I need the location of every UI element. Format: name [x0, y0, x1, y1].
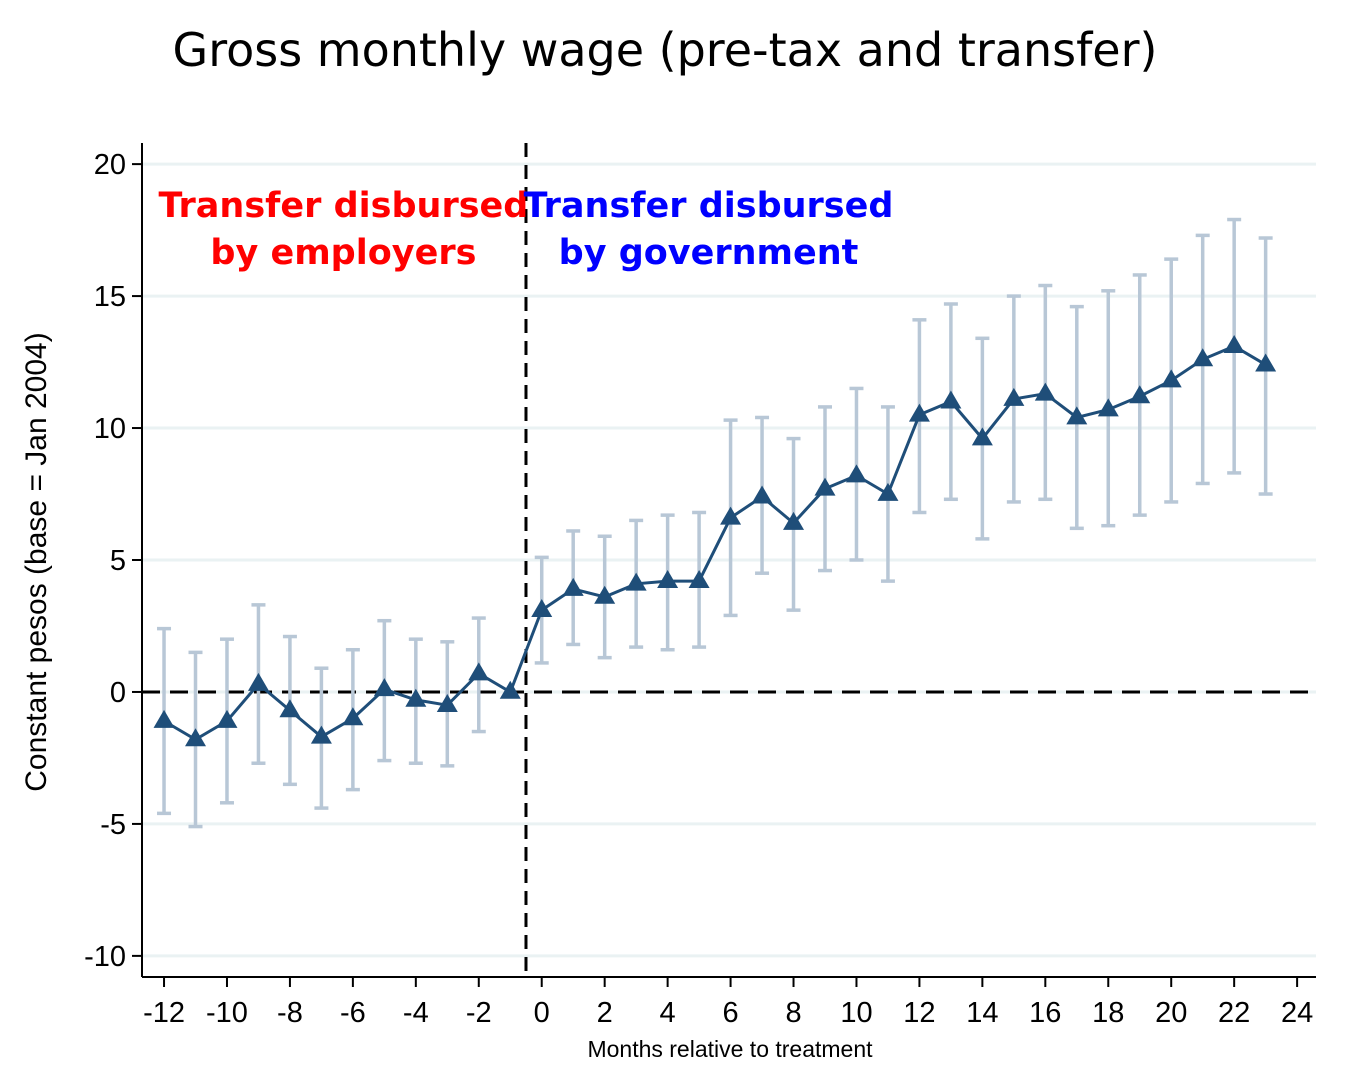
data-point-marker	[1192, 348, 1214, 367]
data-point-marker	[1223, 335, 1245, 354]
y-tick-label: -10	[84, 941, 126, 973]
y-tick-label: 15	[94, 281, 126, 313]
x-tick-label: -10	[206, 997, 248, 1029]
annotations: Transfer disbursed by employers Transfer d…	[159, 186, 894, 273]
data-point-marker	[279, 699, 301, 718]
data-point-marker	[185, 728, 207, 747]
data-point-marker	[594, 585, 616, 604]
annotation-text-line: by government	[559, 233, 859, 273]
data-point-marker	[971, 427, 993, 446]
reference-lines	[142, 143, 1316, 977]
data-point-marker	[153, 709, 175, 728]
data-point-marker	[342, 707, 364, 726]
data-point-marker	[688, 569, 710, 588]
x-tick-label: 6	[723, 997, 739, 1029]
y-tick-label: 0	[110, 677, 126, 709]
data-point-marker	[1003, 387, 1025, 406]
data-point-marker	[1129, 385, 1151, 404]
x-tick-label: 10	[840, 997, 872, 1029]
data-point-marker	[1097, 398, 1119, 417]
data-point-marker	[720, 506, 742, 525]
series-line	[163, 344, 1267, 742]
data-point-marker	[1160, 369, 1182, 388]
x-tick-label: -4	[403, 997, 429, 1029]
annotation-text-line: Transfer disbursed	[524, 186, 894, 226]
data-point-marker	[499, 680, 521, 699]
data-point-marker	[814, 477, 836, 496]
x-tick-label: 4	[660, 997, 676, 1029]
x-tick-label: -12	[143, 997, 185, 1029]
data-point-marker	[216, 709, 238, 728]
y-tick-label: -5	[100, 809, 126, 841]
y-tick-label: 20	[94, 149, 126, 181]
x-tick-label: 2	[597, 997, 613, 1029]
x-tick-label: -6	[340, 997, 366, 1029]
data-point-marker	[1255, 353, 1277, 372]
series-layer	[153, 335, 1277, 747]
x-tick-label: 0	[534, 997, 550, 1029]
x-tick-label: 14	[966, 997, 998, 1029]
annotation-text-line: by employers	[210, 233, 476, 273]
data-point-marker	[908, 403, 930, 422]
x-tick-label: 12	[903, 997, 935, 1029]
y-tick-label: 10	[94, 413, 126, 445]
data-point-marker	[562, 577, 584, 596]
data-point-marker	[625, 572, 647, 591]
y-tick-label: 5	[110, 545, 126, 577]
annotation-text-line: Transfer disbursed	[159, 186, 529, 226]
data-point-marker	[845, 464, 867, 483]
data-point-marker	[310, 725, 332, 744]
data-point-marker	[751, 485, 773, 504]
data-point-marker	[1066, 406, 1088, 425]
x-tick-label: 18	[1092, 997, 1124, 1029]
x-tick-label: 22	[1218, 997, 1250, 1029]
data-point-marker	[405, 688, 427, 707]
data-point-marker	[940, 390, 962, 409]
x-tick-label: 8	[785, 997, 801, 1029]
data-point-marker	[657, 569, 679, 588]
data-point-marker	[531, 598, 553, 617]
chart-title: Gross monthly wage (pre-tax and transfer…	[173, 23, 1158, 77]
data-point-marker	[783, 511, 805, 530]
y-axis-title: Constant pesos (base = Jan 2004)	[20, 332, 53, 791]
data-point-marker	[877, 482, 899, 501]
data-point-marker	[1034, 382, 1056, 401]
x-tick-label: 16	[1029, 997, 1061, 1029]
x-tick-label: -2	[466, 997, 492, 1029]
data-point-marker	[468, 662, 490, 681]
data-point-marker	[436, 693, 458, 712]
data-point-marker	[247, 672, 269, 691]
data-point-marker	[373, 678, 395, 697]
x-axis-title: Months relative to treatment	[587, 1036, 873, 1062]
x-tick-label: 24	[1281, 997, 1313, 1029]
x-tick-label: -8	[277, 997, 303, 1029]
x-tick-label: 20	[1155, 997, 1187, 1029]
